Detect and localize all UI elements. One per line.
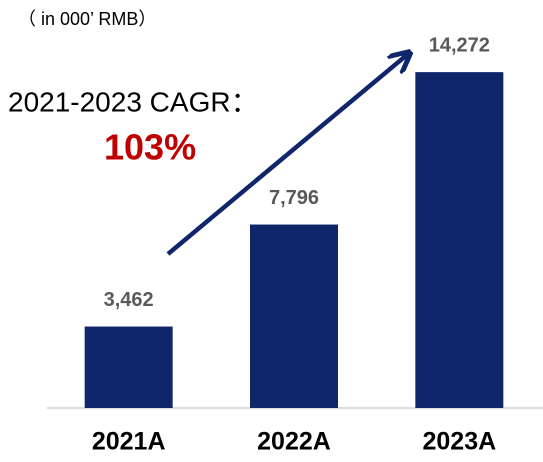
unit-note: （ in 000’ RMB） bbox=[18, 9, 156, 29]
growth-arrow bbox=[166, 54, 408, 256]
value-label: 14,272 bbox=[429, 34, 490, 56]
bar bbox=[415, 72, 504, 408]
bar bbox=[250, 224, 338, 408]
bar bbox=[84, 326, 173, 408]
x-tick-label: 2021A bbox=[92, 428, 166, 456]
x-tick-label: 2023A bbox=[422, 428, 496, 456]
cagr-label: 2021-2023 CAGR： bbox=[8, 86, 259, 117]
value-label: 3,462 bbox=[104, 289, 154, 311]
value-label: 7,796 bbox=[269, 187, 319, 209]
cagr-value: 103% bbox=[104, 127, 196, 168]
x-tick-label: 2022A bbox=[257, 428, 331, 456]
